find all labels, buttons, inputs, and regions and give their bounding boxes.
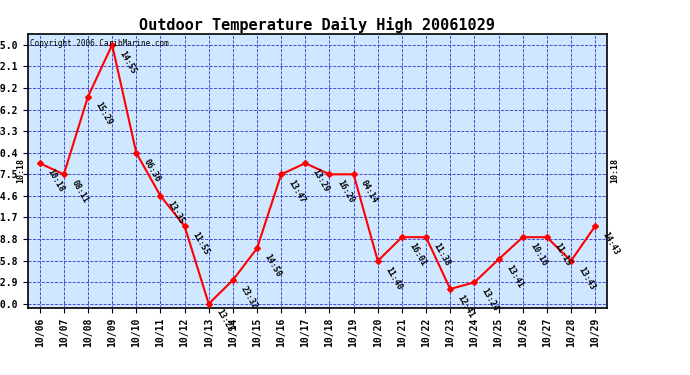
Text: 13:29: 13:29 bbox=[311, 167, 331, 194]
Text: 11:55: 11:55 bbox=[190, 230, 210, 256]
Text: 16:01: 16:01 bbox=[408, 242, 428, 267]
Text: 06:36: 06:36 bbox=[142, 157, 162, 183]
Text: 13:41: 13:41 bbox=[504, 264, 524, 290]
Text: 13:47: 13:47 bbox=[287, 178, 307, 205]
Text: 04:14: 04:14 bbox=[359, 178, 380, 205]
Y-axis label: 10:18: 10:18 bbox=[16, 158, 25, 183]
Text: 14:43: 14:43 bbox=[601, 230, 621, 256]
Text: 15:29: 15:29 bbox=[94, 101, 114, 127]
Text: 13:35: 13:35 bbox=[166, 200, 186, 226]
Text: 11:15: 11:15 bbox=[553, 242, 573, 267]
Text: 16:20: 16:20 bbox=[335, 178, 355, 205]
Text: 13:43: 13:43 bbox=[577, 265, 597, 291]
Text: 12:41: 12:41 bbox=[456, 293, 476, 320]
Text: 10:16: 10:16 bbox=[529, 242, 549, 267]
Y-axis label: 10:18: 10:18 bbox=[610, 158, 619, 183]
Text: 14:55: 14:55 bbox=[118, 49, 138, 75]
Text: 23:32: 23:32 bbox=[239, 284, 259, 310]
Text: 13:24: 13:24 bbox=[480, 286, 500, 313]
Text: 11:38: 11:38 bbox=[432, 242, 452, 267]
Title: Outdoor Temperature Daily High 20061029: Outdoor Temperature Daily High 20061029 bbox=[139, 16, 495, 33]
Text: 14:50: 14:50 bbox=[263, 252, 283, 279]
Text: 08:11: 08:11 bbox=[70, 178, 90, 205]
Text: 10:18: 10:18 bbox=[46, 167, 66, 194]
Text: Copyright 2006 CaribMarine.com: Copyright 2006 CaribMarine.com bbox=[30, 39, 169, 48]
Text: 11:40: 11:40 bbox=[384, 265, 404, 291]
Text: 13:25: 13:25 bbox=[215, 308, 235, 334]
